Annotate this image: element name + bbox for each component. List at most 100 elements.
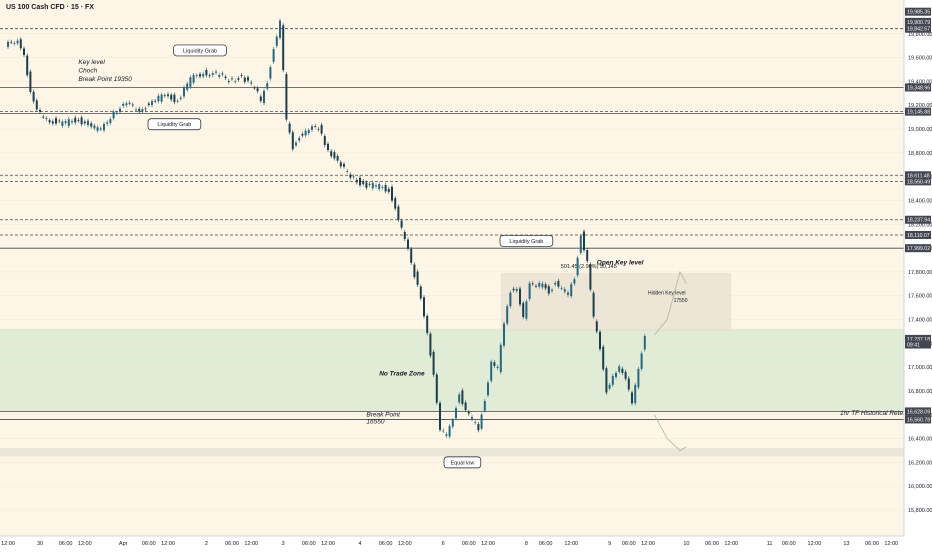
candle-body	[19, 39, 22, 49]
candle-body	[112, 111, 115, 119]
candle-body	[397, 206, 400, 220]
x-tick-label: 12:00	[564, 541, 578, 547]
candle-body	[432, 351, 435, 375]
candle-body	[506, 306, 509, 324]
projection-up	[654, 270, 687, 336]
candle-body	[595, 321, 598, 332]
candle-body	[266, 83, 269, 89]
candle-body	[631, 392, 633, 404]
candle-body	[115, 112, 118, 114]
x-tick-label: 06:00	[225, 541, 239, 547]
candle-body	[186, 83, 189, 90]
candle-body	[483, 401, 486, 411]
annotation: 1hr TF Historical Retest	[840, 410, 909, 417]
candle-body	[413, 264, 416, 278]
symbol-title: US 100 Cash CFD · 15 · FX	[6, 4, 94, 11]
candle-body	[179, 97, 182, 99]
candle-body	[205, 69, 208, 76]
x-tick-label: 12:00	[884, 541, 898, 547]
level-price-tag	[905, 415, 931, 424]
y-tick-label: 18,200.00	[908, 222, 932, 228]
x-tick-label: 3	[282, 541, 285, 547]
candle-body	[256, 88, 259, 92]
candle-body	[349, 174, 352, 178]
annotation: 16550	[366, 419, 384, 426]
candle-body	[234, 81, 237, 83]
candle-body	[451, 420, 454, 427]
level-price-label: 19,145.88	[907, 110, 930, 116]
candle-body	[221, 73, 224, 75]
candle-body	[48, 120, 51, 123]
annotation: Key level	[78, 59, 105, 66]
x-tick-label: 4	[358, 541, 361, 547]
candle-body	[23, 48, 25, 55]
candle-body	[375, 185, 377, 187]
candle-body	[528, 283, 531, 299]
candle-body	[298, 137, 301, 141]
y-tick-label: 16,200.00	[908, 460, 932, 466]
candle-body	[202, 74, 205, 77]
y-tick-label: 17,600.00	[908, 294, 932, 300]
callout-box[interactable]	[147, 118, 202, 131]
axis-tag	[905, 334, 931, 343]
candle-body	[243, 77, 246, 82]
candle-body	[128, 102, 131, 104]
candle-body	[426, 315, 429, 334]
x-tick-label: 06:00	[782, 541, 796, 547]
candle-body	[605, 368, 608, 393]
x-tick-label: 9	[608, 541, 611, 547]
candle-body	[455, 408, 457, 419]
candle-body	[39, 109, 41, 112]
candle-body	[323, 136, 326, 145]
callout-box[interactable]	[499, 235, 554, 247]
candle-body	[45, 118, 48, 120]
candle-body	[551, 289, 553, 291]
candle-body	[272, 49, 275, 62]
candle-body	[80, 117, 83, 125]
candle-body	[77, 119, 80, 121]
level-price-label: 18,110.07	[907, 233, 930, 239]
candle-body	[343, 164, 345, 167]
candle-body	[227, 81, 230, 82]
candle-body	[275, 36, 278, 46]
y-tick-label: 19,400.00	[908, 79, 932, 85]
measure-label: 501.45 (2.90%) 50,145	[561, 264, 617, 270]
candle-body	[147, 103, 150, 106]
measure-box[interactable]	[500, 273, 732, 332]
level-price-tag	[905, 177, 931, 186]
callout-box[interactable]	[443, 456, 482, 469]
candle-body	[291, 132, 294, 150]
y-tick-label: 15,800.00	[908, 508, 932, 514]
candle-body	[423, 297, 425, 317]
level-price-label: 18,560.49	[907, 179, 930, 185]
candle-body	[522, 303, 525, 317]
callout-label: Equal low	[450, 460, 474, 466]
callout-label: Liquidity Grab	[509, 239, 543, 245]
x-tick-label: 2	[205, 541, 208, 547]
annotation: Hidden Key level	[648, 291, 686, 297]
candle-body	[282, 25, 285, 71]
candle-body	[61, 121, 64, 126]
candle-body	[263, 90, 265, 104]
candle-body	[435, 374, 438, 403]
candle-body	[493, 362, 496, 366]
x-tick-label: 06:00	[705, 541, 719, 547]
candle-body	[10, 41, 13, 43]
x-tick-label: 12:00	[78, 541, 92, 547]
y-tick-label: 17,400.00	[908, 318, 932, 324]
y-tick-label: 19,800.00	[908, 32, 932, 38]
candle-body	[589, 264, 592, 290]
level-price-tag	[905, 171, 931, 180]
candle-body	[16, 40, 19, 44]
candle-body	[531, 283, 534, 285]
candle-body	[141, 109, 144, 112]
callout-box[interactable]	[173, 44, 227, 57]
candle-body	[237, 78, 240, 80]
candle-body	[103, 123, 105, 131]
x-tick-label: 12:00	[398, 541, 412, 547]
candle-body	[400, 220, 403, 228]
candle-body	[627, 378, 630, 390]
candle-body	[218, 74, 221, 77]
